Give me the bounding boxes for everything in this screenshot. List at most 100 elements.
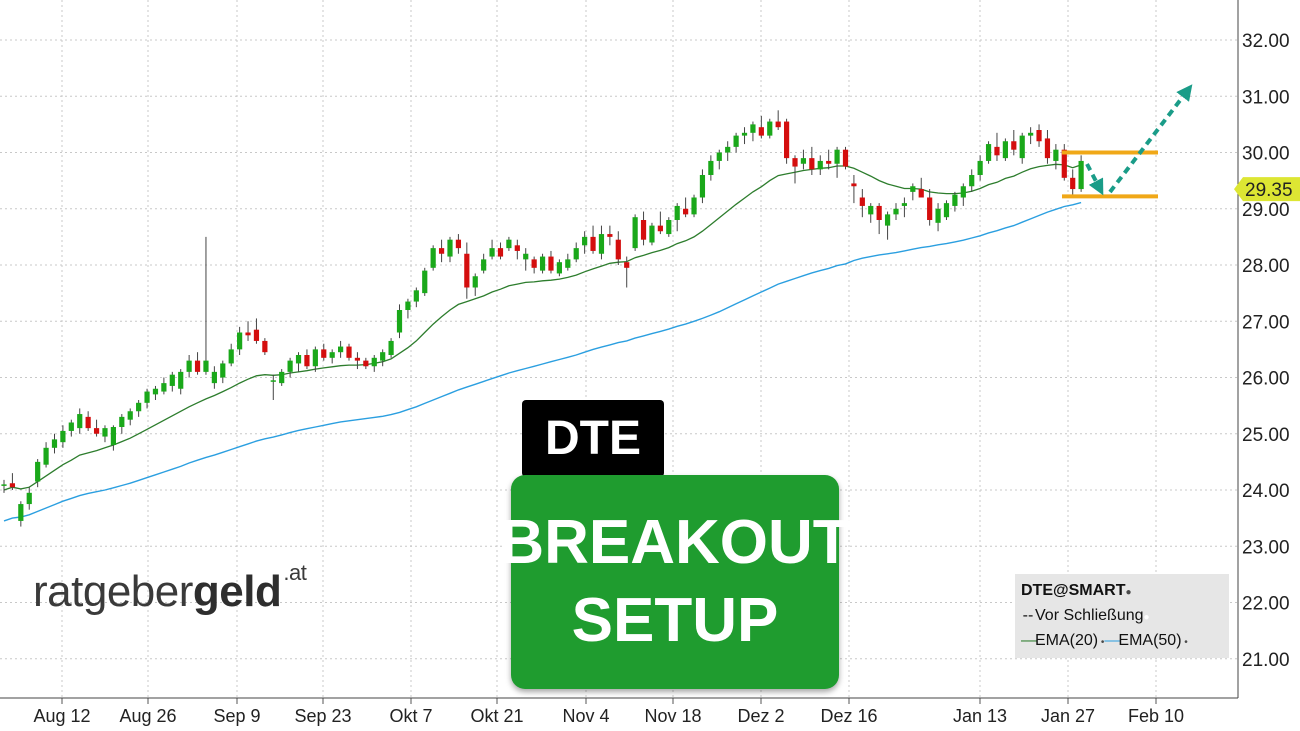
candle-body xyxy=(380,352,386,361)
candle-body xyxy=(868,205,874,215)
candle-body xyxy=(969,175,975,187)
candle-body xyxy=(262,340,268,353)
pullback-arrow xyxy=(1085,163,1104,196)
candle-body xyxy=(18,504,24,521)
candle-body xyxy=(548,256,554,271)
y-tick-label: 29.00 xyxy=(1242,200,1290,221)
candle-body xyxy=(506,239,512,249)
ema20-line-icon: — xyxy=(1021,632,1037,649)
legend-ema-row: —EMA(20) •—EMA(50) • xyxy=(1021,628,1223,653)
candle-body xyxy=(194,360,201,372)
candle-body xyxy=(35,461,41,482)
candle-body xyxy=(127,411,133,420)
candle-body xyxy=(245,332,251,336)
candle-body xyxy=(464,253,470,288)
x-tick-label: Okt 7 xyxy=(389,706,432,726)
candle-body xyxy=(363,360,369,367)
x-tick-label: Aug 12 xyxy=(33,706,90,726)
candle-body xyxy=(539,256,546,271)
candle-body xyxy=(657,225,663,232)
candle-body xyxy=(851,183,857,187)
y-tick-label: 31.00 xyxy=(1242,87,1290,108)
candle-body xyxy=(876,205,882,220)
y-tick-label: 25.00 xyxy=(1242,425,1290,446)
y-tick-label: 26.00 xyxy=(1242,369,1290,390)
candle-body xyxy=(388,340,394,355)
dashed-line-icon: -- xyxy=(1022,607,1034,624)
candle-body xyxy=(304,355,310,367)
headline-line-1: BREAKOUT xyxy=(499,508,851,577)
ema50-line-icon: — xyxy=(1104,632,1121,649)
settings-dot-icon[interactable]: • xyxy=(1181,637,1188,648)
candle-body xyxy=(102,428,108,437)
candle-body xyxy=(884,214,891,226)
headline-line-2: SETUP xyxy=(571,586,779,655)
y-tick-label: 28.00 xyxy=(1242,256,1290,277)
breakout-arrow xyxy=(1108,84,1193,194)
candle-body xyxy=(371,357,377,367)
candle-body xyxy=(960,186,966,198)
candle-body xyxy=(178,371,184,389)
legend-title: DTE@SMART xyxy=(1021,582,1126,599)
candle-body xyxy=(211,371,217,384)
candle-body xyxy=(295,355,302,364)
candle-body xyxy=(1028,132,1034,136)
candle-body xyxy=(842,149,849,167)
candle-body xyxy=(725,146,731,153)
candle-body xyxy=(708,160,714,175)
candle-body xyxy=(1036,130,1042,142)
candle-body xyxy=(590,236,596,251)
candle-body xyxy=(514,245,520,251)
candle-body xyxy=(750,124,756,133)
candle-body xyxy=(1002,141,1008,159)
candles xyxy=(1,110,1084,527)
candle-body xyxy=(1044,138,1051,159)
settings-dot-icon[interactable]: ● xyxy=(1125,587,1132,598)
candle-body xyxy=(834,149,840,164)
ema-lines xyxy=(3,163,1082,522)
candle-body xyxy=(523,253,529,260)
candle-body xyxy=(927,197,933,220)
candle-body xyxy=(405,301,411,310)
candle-body xyxy=(237,332,243,350)
candle-body xyxy=(1061,149,1067,178)
headline-box: BREAKOUT SETUP xyxy=(499,475,851,689)
candle-body xyxy=(800,158,807,164)
candle-body xyxy=(119,416,125,427)
x-tick-label: Okt 21 xyxy=(470,706,523,726)
x-tick-label: Dez 2 xyxy=(737,706,784,726)
candle-body xyxy=(93,428,100,434)
candle-body xyxy=(893,208,899,215)
candle-body xyxy=(396,310,403,333)
candle-body xyxy=(110,427,116,445)
candle-body xyxy=(270,380,276,382)
candle-body xyxy=(565,259,571,268)
candle-body xyxy=(994,146,1000,156)
settings-dot-icon[interactable]: ● xyxy=(1143,612,1150,623)
last-price-tag xyxy=(1234,177,1300,202)
brand-part-1: ratgeber xyxy=(33,567,193,616)
candle-body xyxy=(1070,177,1076,190)
candle-body xyxy=(775,121,781,128)
candle-body xyxy=(741,132,748,136)
candle-body xyxy=(26,492,32,505)
y-tick-label: 23.00 xyxy=(1242,537,1290,558)
candle-body xyxy=(733,135,739,147)
candle-body xyxy=(447,239,453,257)
candle-body xyxy=(136,402,142,412)
ticker-badge: DTE xyxy=(522,400,664,477)
candle-body xyxy=(338,346,344,353)
candle-body xyxy=(144,391,150,403)
candle-body xyxy=(674,205,680,220)
ema50-line xyxy=(3,201,1082,522)
settings-dot-icon[interactable]: • xyxy=(1098,637,1105,648)
candle-body xyxy=(985,144,992,161)
candle-body xyxy=(792,158,798,167)
candle-body xyxy=(438,248,445,254)
candle-body xyxy=(279,371,285,384)
candle-body xyxy=(615,239,621,260)
candle-body xyxy=(321,349,327,358)
last-price-label: 29.35 xyxy=(1245,180,1293,201)
candle-body xyxy=(598,234,605,254)
